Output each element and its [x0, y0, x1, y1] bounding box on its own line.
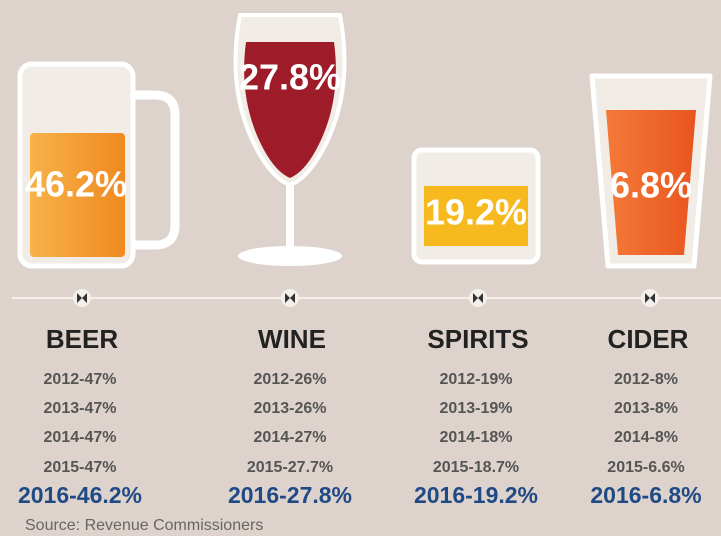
- category-name: BEER: [46, 324, 118, 354]
- history-line: 2015-6.6%: [607, 459, 684, 476]
- history-line: 2015-18.7%: [433, 459, 519, 476]
- history-line: 2012-26%: [254, 371, 327, 388]
- beer-glass: [17, 61, 180, 269]
- current-value: 2016-6.8%: [590, 482, 701, 508]
- share-label: 27.8%: [239, 57, 341, 98]
- share-label: 19.2%: [425, 192, 527, 233]
- share-label: 46.2%: [25, 164, 127, 205]
- marker-icon: [285, 293, 295, 303]
- history-line: 2012-47%: [44, 371, 117, 388]
- history-line: 2014-8%: [614, 429, 678, 446]
- marker-icon: [77, 293, 87, 303]
- category-name: WINE: [258, 324, 326, 354]
- history-line: 2015-47%: [44, 459, 117, 476]
- source: Source: Revenue Commissioners: [25, 517, 263, 534]
- share-label: 6.8%: [610, 165, 692, 206]
- history-line: 2013-26%: [254, 400, 327, 417]
- current-value: 2016-19.2%: [414, 482, 538, 508]
- wine-glass: [233, 13, 347, 266]
- history-line: 2014-18%: [440, 429, 513, 446]
- history-line: 2014-47%: [44, 429, 117, 446]
- cider-glass: [589, 73, 713, 269]
- marker-icon: [645, 293, 655, 303]
- history-line: 2015-27.7%: [247, 459, 333, 476]
- category-name: CIDER: [608, 324, 689, 354]
- category-name: SPIRITS: [427, 324, 528, 354]
- history-line: 2013-19%: [440, 400, 513, 417]
- spirits-glass: [411, 147, 541, 265]
- history-line: 2012-19%: [440, 371, 513, 388]
- marker-icon: [473, 293, 483, 303]
- history-line: 2012-8%: [614, 371, 678, 388]
- current-value: 2016-27.8%: [228, 482, 352, 508]
- history-line: 2014-27%: [254, 429, 327, 446]
- history-line: 2013-8%: [614, 400, 678, 417]
- history-line: 2013-47%: [44, 400, 117, 417]
- current-value: 2016-46.2%: [18, 482, 142, 508]
